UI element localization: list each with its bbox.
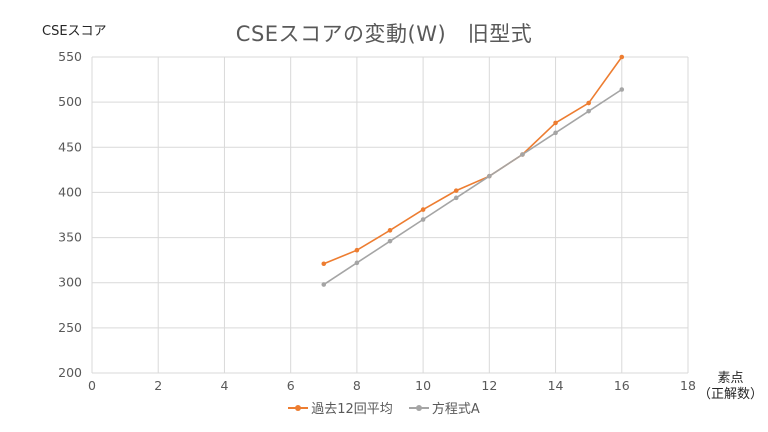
data-point xyxy=(520,152,525,157)
x-tick-label: 14 xyxy=(548,378,564,393)
series-line xyxy=(323,56,623,265)
legend-marker-icon xyxy=(288,403,309,413)
y-tick-label: 350 xyxy=(58,230,82,245)
data-point xyxy=(354,247,360,253)
x-axis-label: 素点 （正解数） xyxy=(698,371,763,403)
data-point xyxy=(586,108,591,114)
y-tick-label: 300 xyxy=(58,275,82,290)
data-point xyxy=(321,261,327,267)
data-point xyxy=(553,130,558,136)
data-point xyxy=(321,282,327,287)
legend-marker-icon xyxy=(408,403,429,413)
x-tick-label: 16 xyxy=(614,378,630,393)
data-point xyxy=(619,87,625,92)
y-tick-label: 200 xyxy=(58,365,82,380)
x-axis-label-line2: （正解数） xyxy=(698,387,764,402)
y-tick-label: 550 xyxy=(58,49,82,64)
x-tick-label: 10 xyxy=(415,378,431,393)
legend: 過去12回平均 方程式A xyxy=(0,398,768,417)
data-point xyxy=(420,207,426,212)
x-tick-label: 6 xyxy=(287,378,295,393)
y-tick-label: 500 xyxy=(58,94,82,109)
legend-label: 過去12回平均 xyxy=(311,402,393,417)
data-point xyxy=(354,260,360,266)
x-tick-label: 4 xyxy=(220,378,228,393)
y-tick-label: 450 xyxy=(58,139,82,154)
legend-item: 過去12回平均 xyxy=(288,398,393,417)
y-tick-label: 250 xyxy=(58,320,82,335)
x-tick-label: 18 xyxy=(680,378,696,393)
data-point xyxy=(553,120,558,126)
data-point xyxy=(453,188,459,193)
data-point xyxy=(487,173,492,179)
x-tick-label: 0 xyxy=(88,378,96,393)
data-point xyxy=(619,54,625,60)
legend-label: 方程式A xyxy=(431,402,480,417)
y-tick-label: 400 xyxy=(58,184,82,199)
data-point xyxy=(586,100,591,106)
x-tick-label: 2 xyxy=(154,378,162,393)
legend-item: 方程式A xyxy=(408,398,480,417)
x-axis-label-line1: 素点 xyxy=(717,371,744,386)
x-tick-label: 8 xyxy=(353,378,361,393)
data-point xyxy=(387,238,393,244)
y-axis-label: CSEスコア xyxy=(42,24,107,39)
series-line xyxy=(323,88,623,286)
x-tick-label: 12 xyxy=(481,378,497,393)
data-point xyxy=(387,228,393,233)
chart-title: CSEスコアの変動(W) 旧型式 xyxy=(235,22,533,46)
data-point xyxy=(453,195,459,201)
data-point xyxy=(420,217,426,222)
